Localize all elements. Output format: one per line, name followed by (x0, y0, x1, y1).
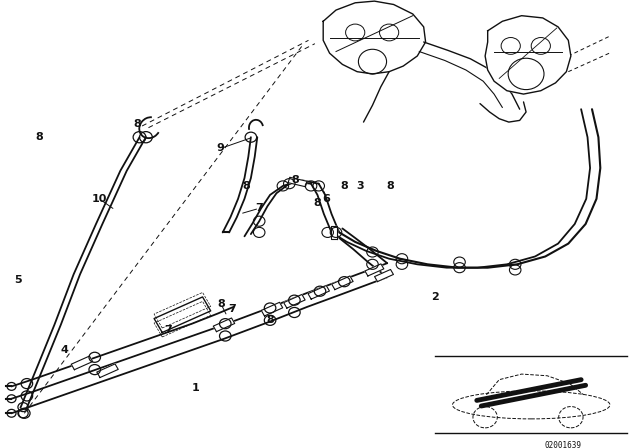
Text: 8: 8 (340, 181, 348, 191)
Text: 4: 4 (60, 345, 68, 355)
Text: 8: 8 (243, 181, 250, 191)
Text: 2: 2 (431, 292, 439, 302)
Polygon shape (331, 226, 337, 238)
Text: 8: 8 (36, 132, 44, 142)
Polygon shape (71, 356, 93, 370)
Polygon shape (485, 16, 571, 94)
Text: 9: 9 (217, 143, 225, 153)
Ellipse shape (452, 391, 610, 419)
Text: 8: 8 (292, 175, 300, 185)
Text: 8: 8 (134, 119, 141, 129)
Text: 7: 7 (164, 325, 172, 336)
Text: 3: 3 (356, 181, 364, 191)
Polygon shape (332, 276, 353, 289)
Text: 8: 8 (387, 181, 394, 191)
Text: 8: 8 (313, 198, 321, 208)
Text: 5: 5 (14, 275, 22, 285)
Polygon shape (154, 297, 211, 332)
Polygon shape (374, 269, 394, 282)
Polygon shape (308, 285, 330, 299)
Text: 8: 8 (266, 315, 274, 325)
Polygon shape (97, 364, 118, 378)
Text: 6: 6 (323, 194, 330, 204)
Polygon shape (365, 264, 384, 276)
Polygon shape (213, 318, 235, 332)
Text: 10: 10 (92, 194, 107, 204)
Polygon shape (288, 177, 307, 187)
Text: 1: 1 (191, 383, 199, 392)
Polygon shape (284, 294, 305, 308)
Text: 02001639: 02001639 (545, 441, 582, 448)
Polygon shape (261, 302, 283, 316)
Text: 7: 7 (255, 203, 263, 213)
Text: 8: 8 (217, 298, 225, 309)
Polygon shape (323, 1, 426, 74)
Text: 7: 7 (228, 304, 236, 314)
